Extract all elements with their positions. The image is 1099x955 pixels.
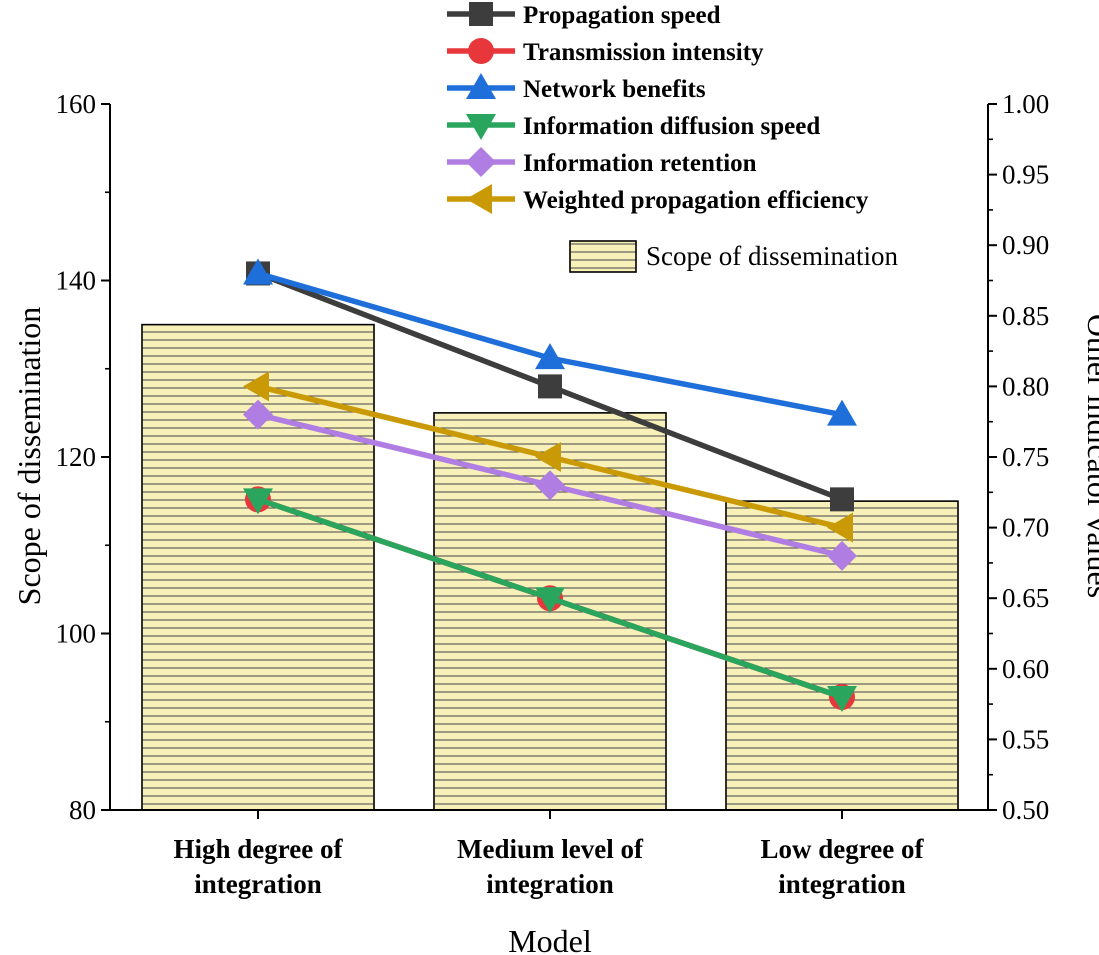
bar-1 (141, 323, 375, 811)
legend-bar-swatch (569, 240, 637, 273)
legend-marker-2 (468, 38, 494, 64)
right-tick-label: 0.85 (1002, 301, 1049, 331)
right-tick-label: 0.95 (1002, 160, 1049, 190)
legend-marker-3 (466, 73, 496, 99)
left-tick-label: 120 (56, 442, 97, 472)
legend-marker-6 (466, 184, 492, 214)
left-y-axis-title: Scope of dissemination (11, 307, 47, 606)
legend-label-1: Propagation speed (523, 2, 721, 29)
x-axis-title: Model (508, 923, 592, 955)
legend-label-3: Network benefits (523, 76, 706, 103)
right-tick-label: 1.00 (1002, 89, 1049, 119)
legend-marker-4 (466, 114, 496, 140)
left-tick-label: 160 (56, 89, 97, 119)
series-point-4 (535, 587, 565, 614)
right-tick-label: 0.75 (1002, 442, 1049, 472)
series-point-6 (535, 442, 561, 472)
series-point-4 (243, 488, 273, 515)
legend-label-4: Information diffusion speed (523, 113, 820, 140)
left-tick-label: 100 (56, 619, 97, 649)
series-point-3 (535, 343, 565, 370)
series-point-3 (243, 258, 273, 285)
left-tick-label: 80 (69, 795, 96, 825)
right-y-axis-title: Other indicator values (1081, 314, 1099, 598)
right-tick-label: 0.65 (1002, 583, 1049, 613)
series-point-5 (243, 399, 273, 430)
series-point-4 (827, 686, 857, 713)
x-category-label: Low degree of integration (761, 834, 925, 899)
x-category-label: High degree of integration (174, 834, 344, 899)
legend-bar-label: Scope of dissemination (646, 241, 898, 271)
series-point-3 (827, 399, 857, 426)
legend-label-2: Transmission intensity (523, 39, 764, 66)
left-tick-label: 140 (56, 266, 97, 296)
right-tick-label: 0.80 (1002, 371, 1049, 401)
right-tick-label: 0.90 (1002, 230, 1049, 260)
right-tick-label: 0.60 (1002, 654, 1049, 684)
right-tick-label: 0.70 (1002, 513, 1049, 543)
series-point-5 (827, 540, 857, 571)
legend-marker-5 (466, 147, 496, 177)
series-point-6 (827, 512, 853, 543)
legend: Propagation speed Transmission intensity N… (447, 2, 898, 273)
legend-label-6: Weighted propagation efficiency (523, 187, 869, 214)
axes-layer: 80 100 120 140 160 0.50 0.55 0.60 0.65 0.70 0.75 0.… (56, 89, 1050, 899)
lines-layer (243, 258, 857, 713)
legend-marker-1 (469, 2, 493, 26)
series-point-1 (830, 487, 854, 512)
series-point-1 (538, 374, 562, 399)
series-point-5 (535, 470, 565, 501)
legend-label-5: Information retention (523, 150, 757, 177)
x-category-label: Medium level of integration (457, 834, 644, 899)
right-tick-label: 0.50 (1002, 795, 1049, 825)
right-tick-label: 0.55 (1002, 724, 1049, 754)
series-point-6 (243, 371, 269, 402)
